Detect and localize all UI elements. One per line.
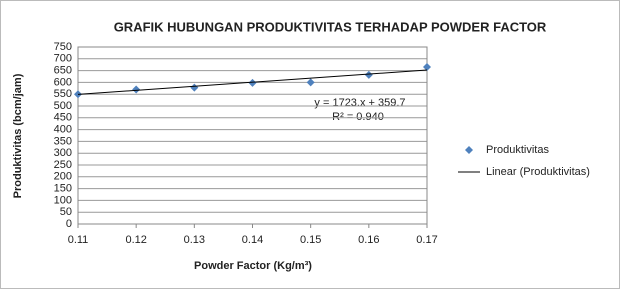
y-tick-label: 550 <box>54 88 72 100</box>
y-tick-label: 350 <box>54 135 72 147</box>
x-tick-label: 0.13 <box>184 234 205 246</box>
data-point <box>423 63 431 72</box>
data-point <box>132 85 141 94</box>
y-tick-label: 600 <box>54 76 72 88</box>
legend-label: Produktivitas <box>486 144 549 156</box>
data-point <box>364 70 373 79</box>
equation: y = 1723.x + 359.7 <box>314 97 405 109</box>
y-tick-label: 450 <box>54 112 72 124</box>
legend-label: Linear (Produktivitas) <box>486 166 590 178</box>
y-tick-label: 700 <box>54 53 72 65</box>
x-tick-label: 0.16 <box>358 234 379 246</box>
legend-swatch <box>465 146 473 154</box>
data-point <box>248 78 257 87</box>
r-squared: R² = 0.940 <box>332 111 384 123</box>
y-tick-label: 50 <box>60 206 72 218</box>
x-tick-label: 0.17 <box>416 234 437 246</box>
x-tick-label: 0.11 <box>68 234 89 246</box>
chart-title: GRAFIK HUBUNGAN PRODUKTIVITAS TERHADAP P… <box>114 19 547 34</box>
y-tick-label: 400 <box>54 124 72 136</box>
y-tick-label: 200 <box>54 171 72 183</box>
x-tick-label: 0.14 <box>242 234 263 246</box>
x-tick-label: 0.15 <box>300 234 321 246</box>
y-tick-label: 650 <box>54 65 72 77</box>
y-tick-label: 250 <box>54 159 72 171</box>
trendline <box>77 69 428 95</box>
y-tick-label: 300 <box>54 147 72 159</box>
y-tick-label: 0 <box>66 218 72 230</box>
y-tick-label: 750 <box>54 41 72 53</box>
y-tick-label: 500 <box>54 100 72 112</box>
y-tick-label: 100 <box>54 194 72 206</box>
x-axis-label: Powder Factor (Kg/m³) <box>194 260 312 272</box>
y-tick-label: 150 <box>54 183 72 195</box>
x-tick-label: 0.12 <box>125 234 146 246</box>
data-point <box>306 78 315 87</box>
data-point <box>190 83 199 92</box>
y-axis-label: Produktivitas (bcm/jam) <box>12 73 24 198</box>
chart-frame <box>0 0 620 289</box>
